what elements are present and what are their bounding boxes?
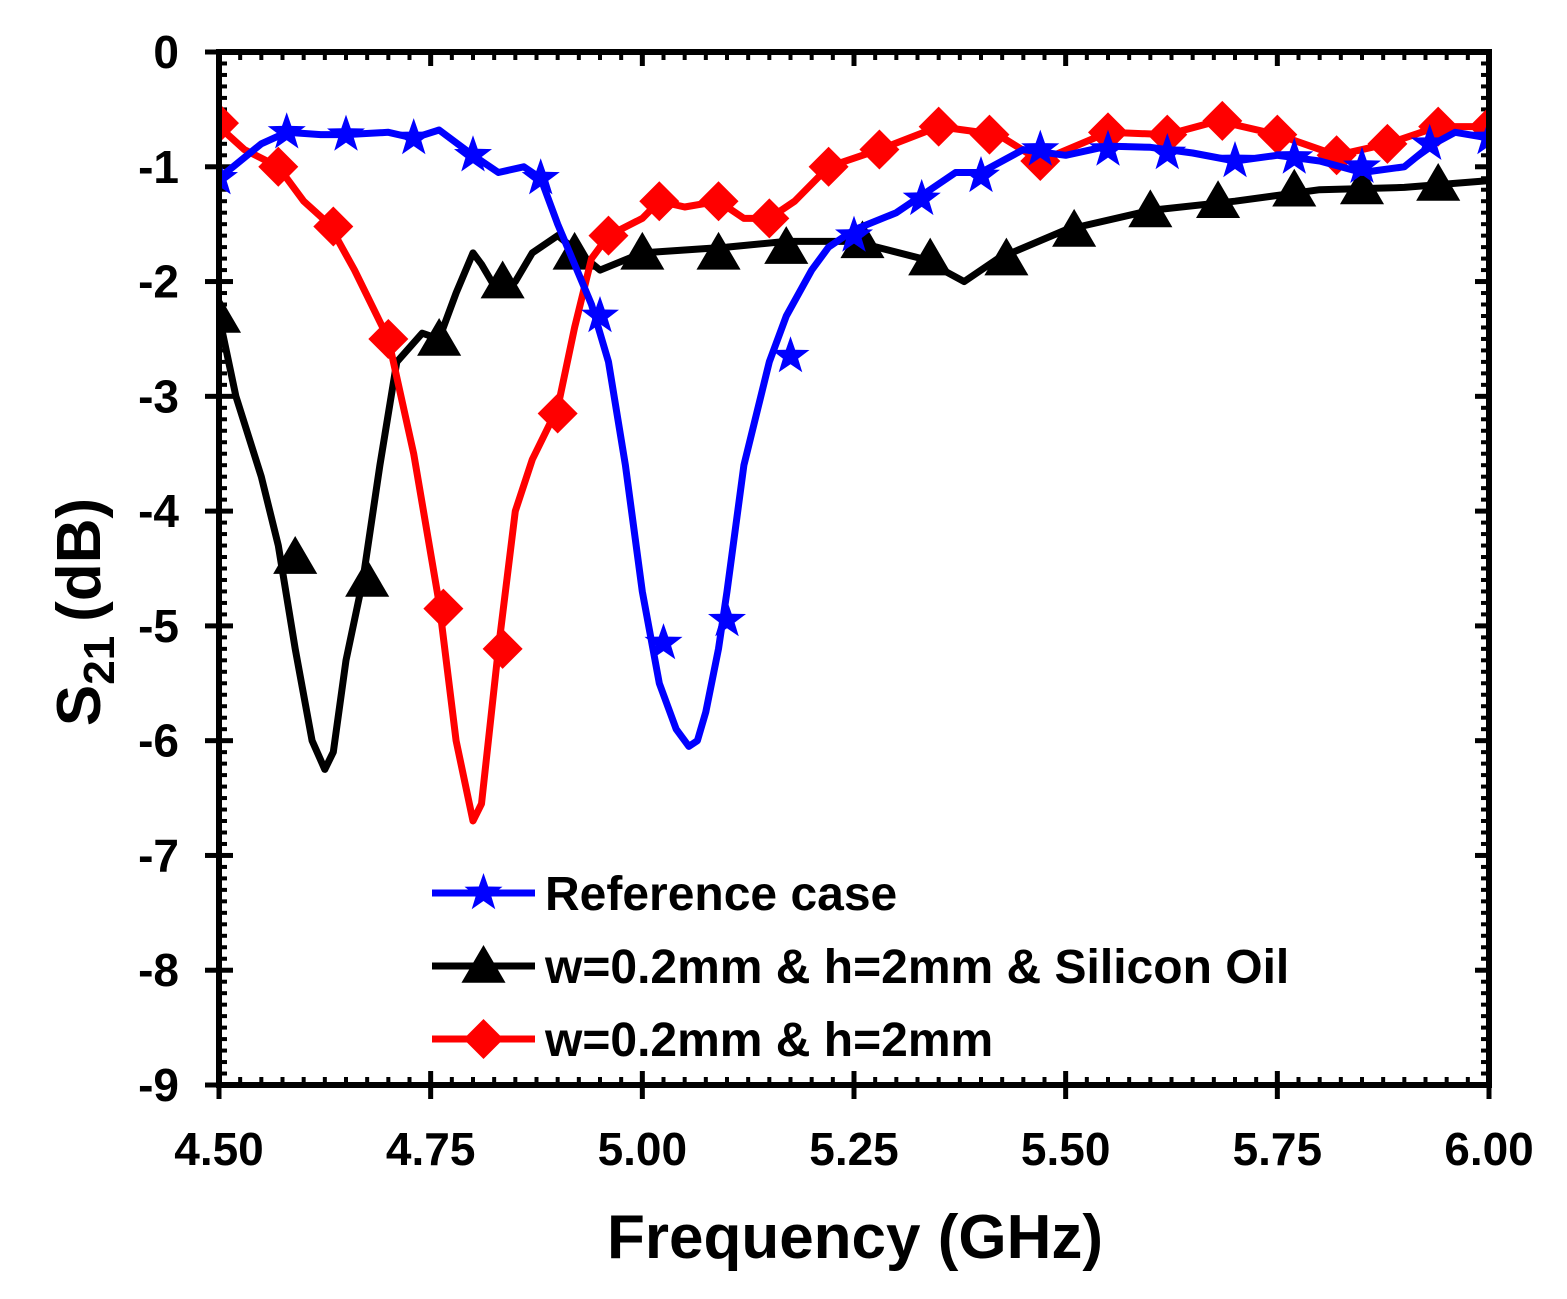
data-point-marker [1343, 146, 1381, 183]
data-point-marker [258, 146, 299, 187]
data-point-marker [1257, 114, 1298, 155]
series-star [219, 112, 1489, 750]
data-point-marker [918, 106, 959, 147]
data-point-marker [454, 135, 492, 172]
y-axis-title-main: S [45, 685, 114, 726]
data-point-marker [1416, 162, 1461, 201]
legend-item: w=0.2mm & h=2mm [432, 1014, 993, 1067]
x-tick-label: 4.50 [174, 1123, 264, 1175]
data-point-marker [1367, 123, 1408, 164]
data-point-marker [1202, 100, 1243, 141]
y-tick-label: 0 [153, 26, 179, 78]
y-tick-label: -7 [138, 829, 179, 881]
y-tick-label: -4 [138, 485, 179, 537]
legend: Reference case w=0.2mm & h=2mm & Silicon … [432, 868, 1289, 1067]
series-layer [219, 100, 1489, 825]
data-point-marker [1275, 137, 1314, 174]
x-tick-label: 6.00 [1444, 1123, 1534, 1175]
data-point-marker [1470, 118, 1489, 155]
data-point-marker [1089, 129, 1127, 166]
data-point-marker [1128, 189, 1173, 228]
data-point-marker [327, 114, 365, 151]
data-point-marker [267, 112, 306, 149]
data-point-marker [764, 226, 809, 264]
data-point-marker [521, 158, 560, 195]
legend-marker [463, 1019, 504, 1059]
data-point-marker [219, 103, 239, 144]
y-axis-title-unit: (dB) [45, 498, 114, 622]
y-tick-label: -2 [138, 256, 179, 308]
x-tick-label: 5.00 [598, 1123, 688, 1175]
data-point-marker [1052, 208, 1097, 247]
data-point-marker [1418, 106, 1459, 147]
data-point-marker [480, 260, 525, 299]
data-point-marker [537, 393, 578, 434]
x-tick-label: 4.75 [386, 1123, 476, 1175]
series-triangle [219, 162, 1489, 773]
data-point-marker [1272, 168, 1317, 207]
data-point-marker [840, 220, 885, 259]
y-tick-label: -1 [138, 141, 179, 193]
legend-item: Reference case [432, 868, 897, 921]
data-point-marker [1216, 141, 1254, 178]
legend-marker [461, 945, 506, 983]
x-tick-label: 5.50 [1021, 1123, 1111, 1175]
data-point-marker [908, 237, 953, 276]
data-point-marker [273, 536, 318, 574]
data-point-marker [394, 118, 433, 155]
data-point-marker [345, 558, 390, 597]
data-point-marker [771, 336, 810, 373]
legend-item: w=0.2mm & h=2mm & Silicon Oil [432, 941, 1289, 994]
data-point-marker [708, 600, 746, 637]
x-axis-title: Frequency (GHz) [607, 1203, 1103, 1272]
series-line [219, 177, 1489, 773]
data-point-marker [984, 237, 1029, 276]
data-point-marker [969, 114, 1010, 155]
plot-frame [216, 49, 1492, 1088]
data-point-marker [698, 181, 739, 222]
data-point-marker [368, 318, 409, 359]
data-point-marker [859, 129, 900, 170]
y-axis-title: S21 (dB) [45, 498, 124, 726]
data-point-marker [620, 231, 665, 270]
y-tick-label: -3 [138, 370, 179, 422]
data-point-marker [552, 231, 597, 270]
data-point-marker [696, 231, 741, 270]
data-point-marker [219, 158, 238, 195]
data-point-marker [219, 294, 242, 333]
data-point-marker [962, 156, 1000, 193]
y-tick-label: -5 [138, 600, 179, 652]
legend-marker [464, 873, 503, 910]
data-point-marker [835, 215, 873, 252]
series-line [219, 117, 1489, 825]
data-point-marker [1410, 123, 1449, 160]
legend-label: w=0.2mm & h=2mm & Silicon Oil [544, 941, 1289, 994]
data-point-marker [644, 623, 683, 660]
tick-labels: 4.50 4.75 5.00 5.25 5.50 5.75 6.00 0 -1 -2 -3 -4 -5 -… [138, 26, 1534, 1175]
data-point-marker [423, 588, 464, 629]
data-point-marker [588, 215, 629, 256]
y-tick-label: -6 [138, 715, 179, 767]
data-point-marker [1148, 133, 1187, 170]
x-tick-label: 5.25 [809, 1123, 899, 1175]
y-tick-label: -8 [138, 944, 179, 996]
data-point-marker [417, 317, 462, 356]
data-point-marker [581, 296, 619, 333]
y-axis-title-subscript: 21 [75, 636, 124, 685]
series-diamond [219, 100, 1489, 825]
data-point-marker [1196, 180, 1241, 219]
data-point-marker [1021, 129, 1060, 166]
data-point-marker [1339, 166, 1385, 205]
data-point-marker [902, 178, 941, 216]
x-tick-label: 5.75 [1233, 1123, 1323, 1175]
data-point-marker [313, 206, 354, 247]
legend-label: Reference case [545, 868, 897, 921]
legend-label: w=0.2mm & h=2mm [544, 1014, 993, 1067]
data-point-marker [808, 146, 849, 187]
y-tick-label: -9 [138, 1059, 179, 1111]
data-point-marker [482, 628, 523, 669]
data-point-marker [749, 198, 790, 239]
data-point-marker [639, 181, 680, 222]
